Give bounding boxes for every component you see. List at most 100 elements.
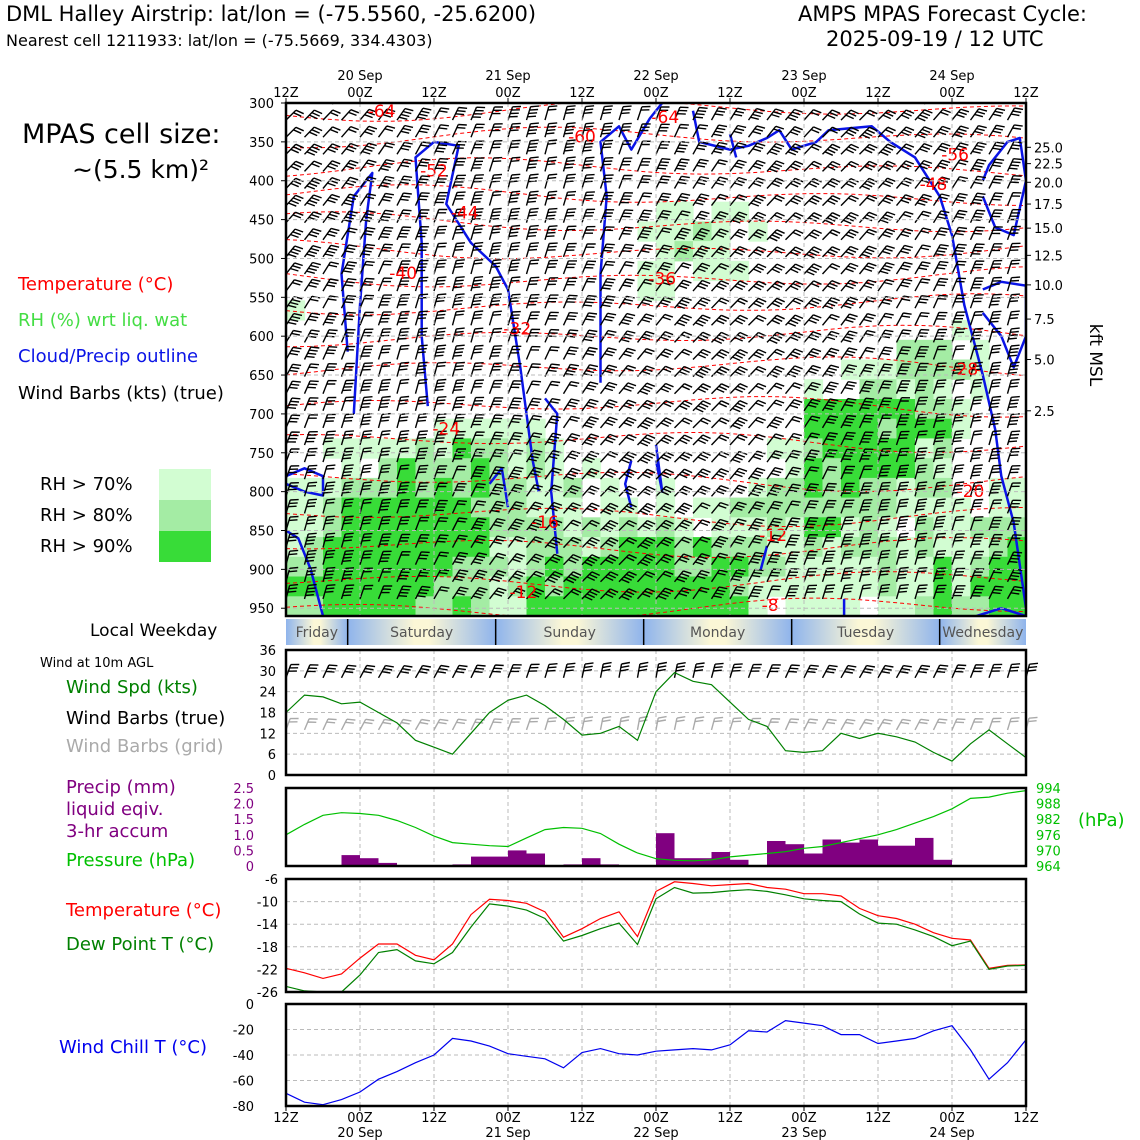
wind-barb [932, 396, 947, 412]
wind-barb [692, 553, 711, 566]
wind-barb [636, 365, 655, 378]
wind-barb [803, 449, 820, 463]
rh-cell [952, 596, 972, 616]
wind-barb [396, 430, 410, 446]
wind-barb [988, 516, 1003, 531]
wind-barb [766, 297, 785, 309]
pressure-tick-label: 988 [1036, 798, 1061, 813]
wind-barb [1006, 499, 1022, 514]
wind-barb [322, 109, 341, 121]
wind-barb [692, 366, 711, 379]
rh-cell [637, 280, 657, 301]
wind-barb [396, 209, 412, 223]
wind-barb [488, 414, 504, 429]
wind-barb [655, 382, 674, 395]
wind-barb [914, 312, 930, 326]
wind-barb [340, 379, 355, 394]
weekday-label: Sunday [543, 625, 595, 641]
wind-barb [988, 464, 1002, 480]
rh-cell [563, 477, 583, 499]
wind-barb [969, 141, 987, 155]
wind-barb [747, 142, 766, 155]
chill-tick-label: 0 [246, 998, 254, 1013]
wind-barb [1025, 511, 1026, 514]
wind-barb [951, 395, 965, 411]
wind-barb [710, 569, 728, 583]
wind-barb [618, 416, 637, 429]
wind-barb [525, 466, 543, 480]
wind-barb [507, 276, 521, 292]
cloud-outline [340, 171, 374, 414]
wind-barb [396, 192, 412, 206]
wind-barb [397, 103, 398, 104]
wind-barb [822, 195, 841, 207]
precip-tick-label: 0 [246, 860, 254, 875]
wind-barb [562, 415, 580, 429]
wind-barb [303, 515, 317, 531]
wind-barb [692, 400, 711, 413]
legend-temperature: Temperature (°C) [18, 274, 174, 295]
wind-barb [544, 484, 562, 497]
wind-barb [747, 125, 766, 138]
wind-barb [470, 191, 484, 206]
wind-barb [581, 156, 595, 172]
wind-barb [729, 569, 746, 583]
wind-barb [525, 380, 542, 395]
wind-barb [747, 534, 765, 548]
wind-barb [1006, 310, 1020, 326]
rh-cell [822, 517, 842, 538]
wind-barb [988, 226, 1003, 241]
wind-barb [507, 518, 525, 531]
wind-barb [932, 481, 946, 497]
wind-barb [969, 533, 984, 548]
rh-cell [489, 596, 509, 616]
wind-barbs-grid-label: Wind Barbs (grid) [66, 736, 224, 757]
wind-barb [599, 295, 616, 309]
wind-barb [286, 448, 300, 463]
wind-barb [488, 276, 502, 292]
wind-barb [562, 553, 582, 566]
top-time-label: 00Z [939, 86, 965, 101]
wind-barb [895, 532, 909, 548]
wind-barb [988, 124, 1005, 138]
wind-barb [711, 314, 730, 326]
wind-barb [451, 664, 468, 679]
wind-barb [877, 532, 891, 548]
wind-barb [1025, 563, 1026, 565]
wind-barb [969, 175, 987, 189]
wind-barb [322, 193, 341, 207]
wind-barb [895, 380, 911, 394]
cloud-outline [488, 467, 510, 508]
wind-barb [895, 278, 913, 292]
wind-barb [452, 103, 454, 104]
rh-cell [878, 596, 898, 616]
wind-barb [803, 483, 819, 497]
wind-barb [821, 109, 841, 121]
wind-barb [895, 312, 912, 326]
wind-barb [470, 552, 488, 566]
wind-barb [340, 567, 355, 583]
wind-barb [1025, 597, 1026, 599]
bottom-date-label: 20 Sep [337, 1126, 382, 1140]
wind-barb [858, 532, 873, 548]
wind-barb [822, 177, 841, 189]
temp-tick-label: -22 [257, 963, 278, 978]
wind-barb [525, 363, 541, 377]
wind-barb [895, 718, 911, 731]
wind-barb [525, 122, 539, 138]
wind-barb [562, 260, 577, 275]
wind-barb [1025, 662, 1039, 678]
wind-barb [488, 156, 503, 172]
wind-barb [766, 160, 785, 173]
rh-cell [360, 517, 380, 538]
wind-barb [322, 160, 341, 172]
wind-barb [1006, 534, 1022, 548]
kft-tick-label: 20.0 [1034, 176, 1063, 191]
wind-barb [525, 173, 539, 189]
precip-bar [582, 858, 601, 866]
wind-barb [377, 412, 391, 429]
rh-cell [804, 458, 824, 479]
wind-barb [932, 430, 946, 446]
wind-barb [710, 193, 729, 207]
